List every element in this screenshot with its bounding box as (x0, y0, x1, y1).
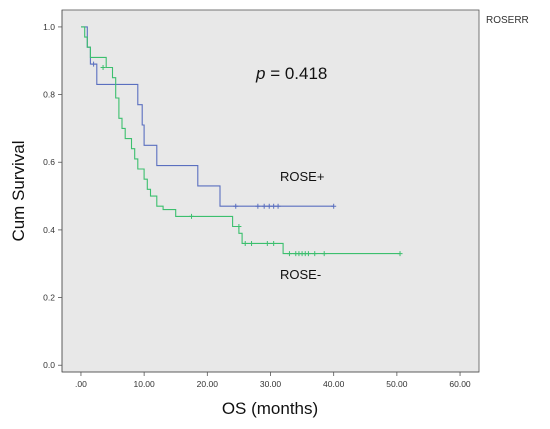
censor-mark-rose-plus (331, 203, 337, 209)
plot-background (61, 9, 480, 373)
p-value-annotation: p = 0.418 (255, 64, 327, 83)
x-axis-title: OS (months) (222, 399, 318, 418)
y-tick-label: 0.4 (43, 225, 55, 235)
censor-mark-rose-minus (286, 251, 292, 257)
censor-mark-rose-plus (271, 203, 277, 209)
x-tick-label: 30.00 (260, 379, 282, 389)
y-tick-label: 0.8 (43, 90, 55, 100)
y-tick-label: 0.2 (43, 293, 55, 303)
censor-mark-rose-plus (261, 203, 267, 209)
censor-mark-rose-plus (275, 203, 281, 209)
censor-mark-rose-minus (100, 65, 106, 71)
p-value-text: = 0.418 (265, 64, 327, 83)
censor-mark-rose-plus (266, 203, 272, 209)
y-tick-label: 1.0 (43, 22, 55, 32)
legend-title: ROSERR (486, 15, 529, 26)
x-tick-label: 20.00 (197, 379, 219, 389)
y-axis-title: Cum Survival (9, 140, 28, 241)
censor-mark-rose-plus (233, 203, 239, 209)
series-rose-minus (81, 26, 403, 257)
series-layer (81, 26, 403, 257)
y-tick-label: 0.0 (43, 360, 55, 370)
x-tick-label: 50.00 (386, 379, 408, 389)
censor-mark-rose-minus (271, 240, 277, 246)
censor-mark-rose-plus (91, 61, 97, 67)
censor-mark-rose-minus (242, 240, 248, 246)
series-label-rose-minus: ROSE- (280, 267, 321, 282)
censor-mark-rose-minus (236, 224, 242, 230)
series-label-rose-plus: ROSE+ (280, 169, 324, 184)
x-ticks: .00 10.00 20.00 30.00 40.00 50.00 60.00 (75, 372, 471, 389)
censor-mark-rose-plus (255, 203, 261, 209)
censor-mark-rose-minus (305, 251, 311, 257)
y-ticks: 0.0 0.2 0.4 0.6 0.8 1.0 (43, 22, 62, 370)
x-tick-label: 60.00 (449, 379, 471, 389)
censor-mark-rose-minus (249, 240, 255, 246)
censor-mark-rose-minus (321, 251, 327, 257)
x-tick-label: .00 (75, 379, 87, 389)
censor-mark-rose-minus (189, 213, 195, 219)
x-tick-label: 40.00 (323, 379, 345, 389)
censor-mark-rose-minus (312, 251, 318, 257)
censor-mark-rose-minus (397, 251, 403, 257)
x-tick-label: 10.00 (133, 379, 155, 389)
y-tick-label: 0.6 (43, 157, 55, 167)
censor-mark-rose-minus (264, 240, 270, 246)
survival-curve-rose-minus (81, 26, 400, 255)
p-value-prefix: p (255, 64, 265, 83)
